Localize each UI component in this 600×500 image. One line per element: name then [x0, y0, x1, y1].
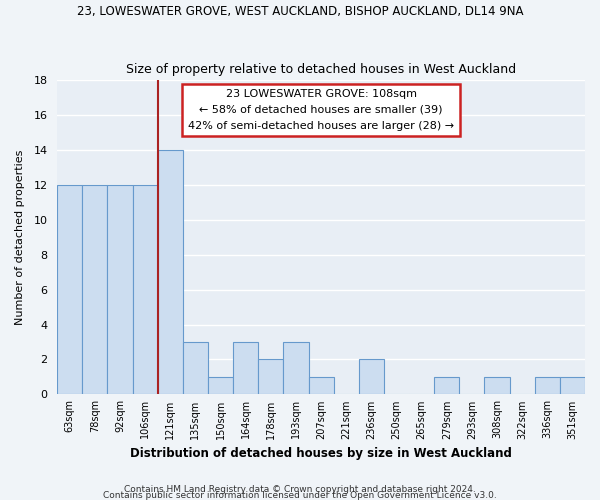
Y-axis label: Number of detached properties: Number of detached properties: [15, 150, 25, 325]
Bar: [233, 342, 258, 394]
Text: Contains public sector information licensed under the Open Government Licence v3: Contains public sector information licen…: [103, 492, 497, 500]
Bar: [535, 377, 560, 394]
Bar: [434, 377, 460, 394]
Bar: [183, 342, 208, 394]
Text: Contains HM Land Registry data © Crown copyright and database right 2024.: Contains HM Land Registry data © Crown c…: [124, 486, 476, 494]
Bar: [308, 377, 334, 394]
Bar: [208, 377, 233, 394]
Title: Size of property relative to detached houses in West Auckland: Size of property relative to detached ho…: [126, 63, 516, 76]
Bar: [107, 185, 133, 394]
Bar: [57, 185, 82, 394]
Text: 23, LOWESWATER GROVE, WEST AUCKLAND, BISHOP AUCKLAND, DL14 9NA: 23, LOWESWATER GROVE, WEST AUCKLAND, BIS…: [77, 5, 523, 18]
Bar: [283, 342, 308, 394]
Bar: [158, 150, 183, 394]
Bar: [82, 185, 107, 394]
X-axis label: Distribution of detached houses by size in West Auckland: Distribution of detached houses by size …: [130, 447, 512, 460]
Bar: [560, 377, 585, 394]
Bar: [258, 360, 283, 394]
Bar: [484, 377, 509, 394]
Bar: [133, 185, 158, 394]
Bar: [359, 360, 384, 394]
Text: 23 LOWESWATER GROVE: 108sqm
← 58% of detached houses are smaller (39)
42% of sem: 23 LOWESWATER GROVE: 108sqm ← 58% of det…: [188, 90, 454, 130]
